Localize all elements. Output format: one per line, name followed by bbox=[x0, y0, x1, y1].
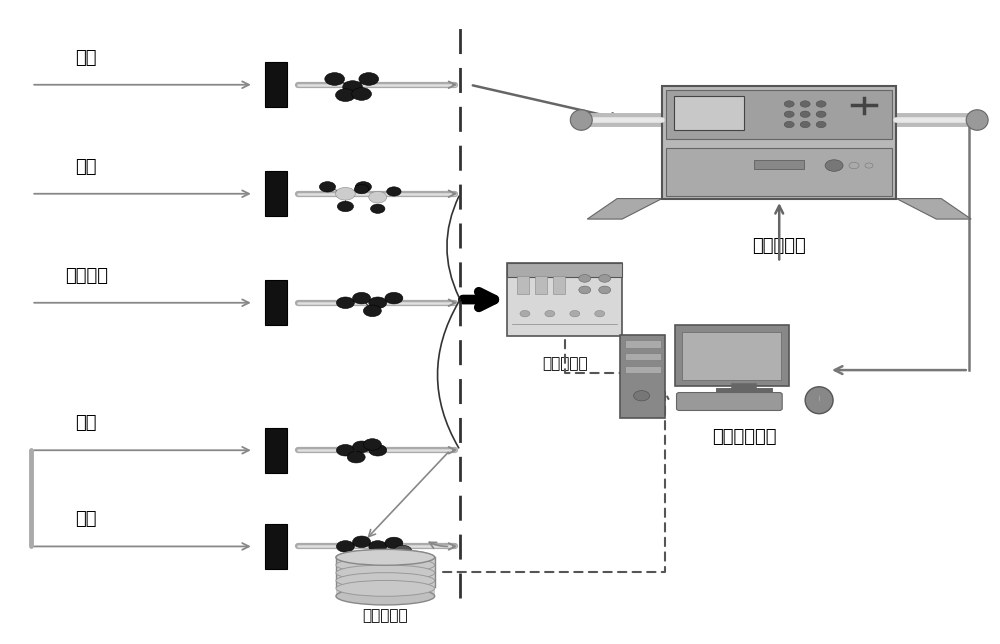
Ellipse shape bbox=[966, 109, 988, 130]
Bar bbox=[265, 62, 287, 108]
Bar bbox=[265, 524, 287, 569]
Circle shape bbox=[355, 182, 371, 192]
Bar bbox=[625, 353, 661, 361]
Circle shape bbox=[369, 297, 387, 308]
Circle shape bbox=[359, 73, 379, 85]
Circle shape bbox=[354, 185, 369, 194]
Ellipse shape bbox=[336, 549, 435, 565]
Circle shape bbox=[816, 111, 826, 117]
Bar bbox=[620, 335, 665, 418]
Bar bbox=[265, 280, 287, 325]
Ellipse shape bbox=[336, 549, 435, 565]
Circle shape bbox=[336, 187, 355, 200]
Bar bbox=[666, 90, 892, 139]
Circle shape bbox=[385, 537, 403, 549]
Bar bbox=[675, 325, 789, 386]
Text: 反应加热炉: 反应加热炉 bbox=[752, 237, 806, 255]
Circle shape bbox=[319, 182, 336, 192]
Circle shape bbox=[352, 88, 371, 100]
Circle shape bbox=[579, 286, 591, 294]
Text: 一氧化氮: 一氧化氮 bbox=[65, 267, 108, 285]
Circle shape bbox=[363, 550, 381, 562]
Bar bbox=[265, 428, 287, 473]
Circle shape bbox=[784, 121, 794, 128]
Polygon shape bbox=[896, 198, 971, 219]
Bar bbox=[507, 263, 622, 277]
Ellipse shape bbox=[805, 387, 833, 413]
Circle shape bbox=[371, 204, 385, 213]
Circle shape bbox=[784, 111, 794, 117]
Ellipse shape bbox=[570, 109, 592, 130]
Bar bbox=[265, 171, 287, 216]
Circle shape bbox=[394, 545, 412, 557]
Circle shape bbox=[369, 191, 387, 203]
Bar bbox=[535, 276, 547, 294]
Circle shape bbox=[784, 100, 794, 107]
Circle shape bbox=[800, 100, 810, 107]
Text: 氨气: 氨气 bbox=[75, 158, 97, 176]
Circle shape bbox=[336, 541, 354, 552]
Circle shape bbox=[387, 187, 401, 196]
Circle shape bbox=[816, 100, 826, 107]
Bar bbox=[336, 557, 435, 596]
Circle shape bbox=[353, 536, 371, 547]
Circle shape bbox=[599, 274, 611, 282]
Text: 氧气: 氧气 bbox=[75, 49, 97, 67]
Circle shape bbox=[353, 441, 371, 453]
Circle shape bbox=[343, 80, 362, 93]
Circle shape bbox=[825, 160, 843, 171]
Circle shape bbox=[336, 444, 354, 456]
Ellipse shape bbox=[336, 580, 435, 596]
Circle shape bbox=[849, 162, 859, 169]
Ellipse shape bbox=[336, 565, 435, 581]
Bar bbox=[507, 263, 622, 336]
Circle shape bbox=[865, 163, 873, 168]
FancyBboxPatch shape bbox=[677, 393, 782, 410]
Text: 烟气分析系统: 烟气分析系统 bbox=[712, 428, 777, 446]
Circle shape bbox=[347, 451, 365, 463]
Circle shape bbox=[570, 310, 580, 317]
Circle shape bbox=[599, 286, 611, 294]
Circle shape bbox=[336, 297, 354, 308]
Circle shape bbox=[363, 439, 381, 450]
Circle shape bbox=[337, 202, 354, 212]
Circle shape bbox=[634, 391, 650, 401]
Bar bbox=[754, 160, 804, 169]
Circle shape bbox=[545, 310, 555, 317]
Bar bbox=[666, 147, 892, 196]
Polygon shape bbox=[587, 198, 662, 219]
Circle shape bbox=[369, 541, 387, 552]
Bar bbox=[625, 340, 661, 348]
Ellipse shape bbox=[336, 573, 435, 589]
Circle shape bbox=[520, 310, 530, 317]
Circle shape bbox=[816, 121, 826, 128]
Circle shape bbox=[336, 89, 355, 102]
Bar bbox=[682, 332, 781, 380]
Circle shape bbox=[325, 73, 345, 85]
Circle shape bbox=[353, 292, 371, 304]
Ellipse shape bbox=[336, 587, 435, 605]
Text: 氮气: 氮气 bbox=[75, 511, 97, 529]
Ellipse shape bbox=[336, 557, 435, 573]
Circle shape bbox=[595, 310, 605, 317]
Circle shape bbox=[579, 274, 591, 282]
Text: 氮气: 氮气 bbox=[75, 414, 97, 432]
Bar bbox=[662, 86, 896, 198]
Bar bbox=[517, 276, 529, 294]
Circle shape bbox=[363, 305, 381, 317]
Circle shape bbox=[385, 292, 403, 304]
Text: 气体混合器: 气体混合器 bbox=[542, 355, 588, 371]
Text: 氯苯发生器: 氯苯发生器 bbox=[363, 609, 408, 623]
Circle shape bbox=[800, 111, 810, 117]
Bar bbox=[674, 97, 744, 129]
Bar bbox=[553, 276, 565, 294]
Circle shape bbox=[800, 121, 810, 128]
Bar bbox=[625, 366, 661, 374]
Circle shape bbox=[369, 444, 387, 456]
